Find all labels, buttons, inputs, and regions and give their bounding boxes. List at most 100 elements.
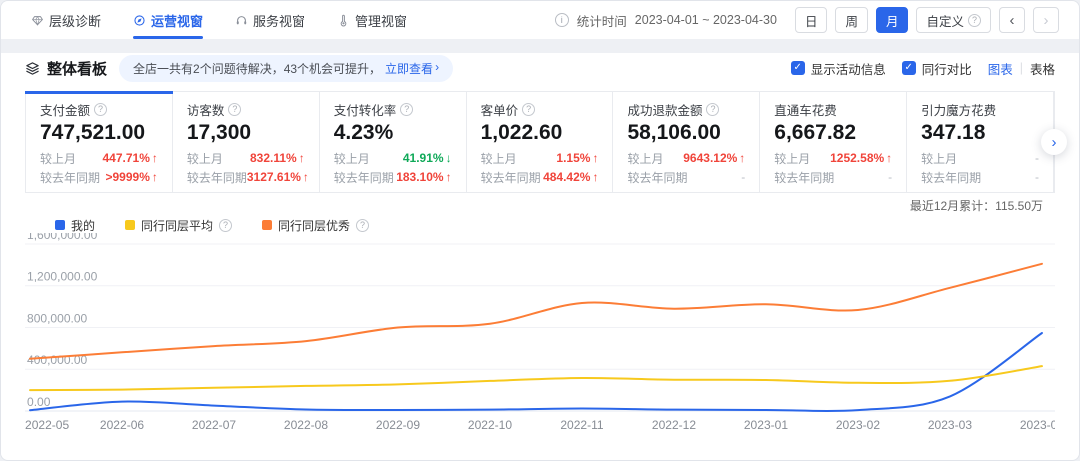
next-period-button[interactable]: › [1033,7,1059,33]
x-axis-label: 2022-08 [284,418,329,432]
arrow-up-icon: ↑ [445,170,452,184]
stat-time-range: 2023-04-01 ~ 2023-04-30 [634,13,777,27]
help-icon[interactable]: ? [219,218,233,232]
compare-value: 9643.12% ↑ [683,151,746,165]
compare-value: 447.71% ↑ [102,151,158,165]
period-button[interactable]: 月 [875,7,909,33]
chart-legend: 我的 同行同层平均? 同行同层优秀? [25,217,1055,233]
section-divider [1,39,1079,45]
topbar-tab[interactable]: 层级诊断 [31,1,101,39]
metric-card-title: 客单价? [481,101,599,118]
legend-swatch [125,220,136,230]
compare-row: 较上月 - [921,150,1039,166]
topbar-tab-label: 服务视窗 [253,13,306,29]
arrow-up-icon: ↑ [592,170,599,184]
topbar-controls: i 统计时间 2023-04-01 ~ 2023-04-30 日 周 月 自定义? ‹… [554,7,1059,33]
legend-label: 同行同层优秀 [278,218,351,233]
period-button[interactable]: 日 [794,7,828,33]
metric-card-title: 直通车花费 [774,101,892,118]
chevron-right-icon: › [435,59,440,74]
arrow-up-icon: ↑ [298,151,305,165]
trend-chart[interactable]: 0.00400,000.00800,000.001,200,000.001,60… [25,233,1055,459]
notice-text: 全店一共有2个问题待解决，43个机会可提升， [133,61,382,76]
metric-card[interactable]: 直通车花费 6,667.82 较上月 1252.58% ↑ 较去年同期 - [760,92,908,192]
x-axis-label: 2022-06 [100,418,145,432]
topbar-tab[interactable]: 运营视窗 [133,1,204,39]
period-button[interactable]: 周 [835,7,868,33]
compare-label: 较去年同期 [186,170,247,185]
cards-scroll-next-button[interactable]: › [1041,129,1067,155]
layers-icon [25,61,40,76]
compare-label: 较上月 [333,151,370,166]
arrow-up-icon: ↑ [739,151,746,165]
compare-label: 较上月 [774,151,811,166]
cumulative-summary: 最近12月累计：115.50万 [909,199,1043,213]
compare-label: 较上月 [921,151,958,166]
checkbox-checked-icon: ✓ [790,61,805,75]
period-button[interactable]: 自定义? [916,7,991,33]
metric-card[interactable]: 引力魔方花费 347.18 较上月 - 较去年同期 - [907,92,1055,192]
x-axis-label: 2022-12 [652,418,697,432]
info-icon: i [554,13,569,27]
legend-item[interactable]: 我的 [55,217,95,234]
compare-row: 较上月 1.15% ↑ [481,150,599,166]
toggle-show-activity-info[interactable]: ✓ 显示活动信息 [790,59,886,78]
help-icon[interactable]: ? [706,103,720,116]
topbar-tab[interactable]: 服务视窗 [235,1,305,39]
metric-title-text: 成功退款金额 [627,104,703,118]
compare-row: 较上月 41.91% ↓ [334,150,452,166]
help-icon[interactable]: ? [228,103,242,116]
legend-item[interactable]: 同行同层平均? [125,217,233,234]
compare-row: 较去年同期 183.10% ↑ [334,169,452,185]
checkbox-checked-icon: ✓ [901,61,916,75]
compare-value: 484.42% ↑ [543,170,599,184]
legend-label: 我的 [71,218,96,233]
period-button-label: 月 [885,14,899,29]
legend-swatch [262,220,273,230]
compare-row: 较去年同期 484.42% ↑ [481,169,599,185]
view-table-option[interactable]: 表格 [1029,62,1055,77]
view-chart-option[interactable]: 图表 [987,62,1013,77]
help-icon[interactable]: ? [968,13,981,27]
toggle-peer-compare[interactable]: ✓ 同行对比 [901,59,972,78]
compare-value: - [1035,151,1040,165]
compare-value: 3127.61% ↑ [246,170,309,184]
topbar-tab[interactable]: 管理视窗 [337,1,407,39]
help-icon[interactable]: ? [522,103,536,116]
gem-icon [31,14,44,27]
arrow-up-icon: ↑ [592,151,599,165]
compare-label: 较去年同期 [480,170,541,185]
legend-item[interactable]: 同行同层优秀? [262,217,370,234]
help-icon[interactable]: ? [400,103,414,116]
compare-label: 较上月 [480,151,517,166]
metric-card[interactable]: 支付金额? 747,521.00 较上月 447.71% ↑ 较去年同期 >9999% ↑ [25,91,173,192]
metric-card-value: 347.18 [921,121,986,144]
metric-title-text: 支付金额 [40,104,91,118]
x-axis-label: 2022-07 [192,418,237,432]
prev-period-button[interactable]: ‹ [999,7,1025,33]
compare-value: 1.15% ↑ [556,151,599,165]
legend-swatch [55,220,65,230]
topbar: 层级诊断 运营视窗 服务视窗 管理视窗 i 统计时间 2023-04-01 ~ 202… [1,1,1079,39]
compare-row: 较去年同期 - [774,169,892,185]
compare-label: 较去年同期 [774,170,835,185]
help-icon[interactable]: ? [94,103,108,116]
metric-card-value: 747,521.00 [40,121,146,144]
view-now-link[interactable]: 立即查看 › [385,60,439,77]
metric-card-title: 引力魔方花费 [921,101,1039,118]
x-axis-label: 2022-10 [468,418,513,432]
metric-card-title: 成功退款金额? [627,101,745,118]
help-icon[interactable]: ? [356,218,370,232]
compare-row: 较上月 447.71% ↑ [40,150,158,166]
metric-card[interactable]: 访客数? 17,300 较上月 832.11% ↑ 较去年同期 3127.61% ↑ [173,92,320,192]
metric-card[interactable]: 支付转化率? 4.23% 较上月 41.91% ↓ 较去年同期 183.10% ↑ [320,92,467,192]
toggle-label: 同行对比 [921,62,972,77]
period-button-group: 日 周 月 自定义? [794,7,991,33]
compare-value: - [1035,170,1040,184]
x-axis-label: 2022-05 [25,418,70,432]
metric-card-title: 支付转化率? [334,101,452,118]
arrow-up-icon: ↑ [151,170,158,184]
metric-card[interactable]: 成功退款金额? 58,106.00 较上月 9643.12% ↑ 较去年同期 - [613,92,761,192]
metric-card[interactable]: 客单价? 1,022.60 较上月 1.15% ↑ 较去年同期 484.42% ↑ [467,92,614,192]
